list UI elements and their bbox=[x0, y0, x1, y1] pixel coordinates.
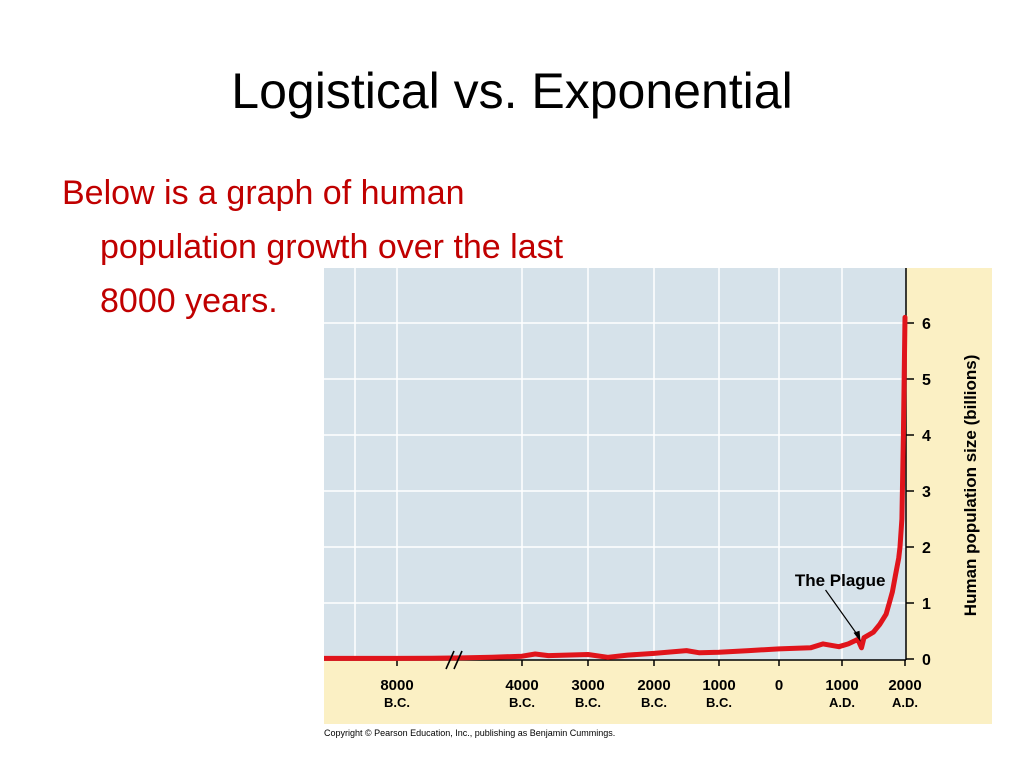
y-tick-label: 2 bbox=[922, 540, 931, 557]
x-tick-era-label: B.C. bbox=[509, 695, 535, 710]
copyright-notice: Copyright © Pearson Education, Inc., pub… bbox=[324, 728, 616, 738]
axis-break-mark bbox=[445, 650, 455, 670]
y-tick-label: 3 bbox=[922, 484, 931, 501]
bullet-line: population growth over the last bbox=[100, 228, 564, 266]
x-tick-era-label: A.D. bbox=[829, 695, 855, 710]
population-chart: 0 1 2 3 4 5 6 Human population size (billions) 8… bbox=[324, 268, 992, 724]
x-tick-label: 0 bbox=[775, 677, 783, 694]
annotation-label: The Plague bbox=[795, 571, 886, 590]
y-tick-label: 5 bbox=[922, 372, 931, 389]
x-tick-label: 1000 bbox=[825, 677, 858, 694]
x-tick-era-label: A.D. bbox=[892, 695, 918, 710]
x-tick-era-label: B.C. bbox=[384, 695, 410, 710]
bullet-line: 8000 years. bbox=[100, 282, 278, 320]
x-tick-label: 4000 bbox=[505, 677, 538, 694]
bullet-line: Below is a graph of human bbox=[62, 174, 465, 212]
x-tick-label: 2000 bbox=[637, 677, 670, 694]
population-curve bbox=[324, 314, 908, 661]
y-axis-label: Human population size (billions) bbox=[961, 355, 980, 617]
axis-break-mark bbox=[453, 650, 463, 670]
y-tick-label: 0 bbox=[922, 652, 931, 669]
y-tick-label: 4 bbox=[922, 428, 931, 445]
y-tick-label: 1 bbox=[922, 596, 931, 613]
bullet-text: Below is a graph of human population gro… bbox=[62, 166, 702, 328]
x-tick-label: 3000 bbox=[571, 677, 604, 694]
annotation-arrowhead bbox=[853, 630, 861, 642]
plot-area bbox=[324, 268, 906, 660]
x-tick-label: 2000 bbox=[888, 677, 921, 694]
annotation-pointer bbox=[825, 589, 861, 639]
x-tick-era-label: B.C. bbox=[575, 695, 601, 710]
x-tick-label: 1000 bbox=[702, 677, 735, 694]
x-tick-era-label: B.C. bbox=[641, 695, 667, 710]
x-tick-era-label: B.C. bbox=[706, 695, 732, 710]
y-tick-label: 6 bbox=[922, 316, 931, 333]
slide-title: Logistical vs. Exponential bbox=[231, 63, 793, 119]
x-tick-label: 8000 bbox=[380, 677, 413, 694]
